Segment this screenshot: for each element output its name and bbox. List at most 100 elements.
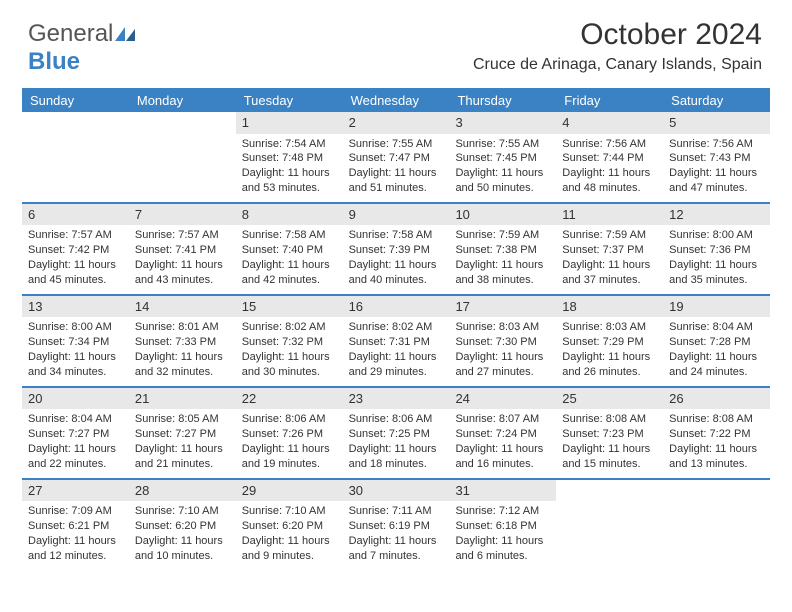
sunrise-text: Sunrise: 8:02 AM bbox=[242, 320, 337, 335]
sunrise-text: Sunrise: 8:01 AM bbox=[135, 320, 230, 335]
day-number: 10 bbox=[449, 204, 556, 226]
sunset-text: Sunset: 7:29 PM bbox=[562, 335, 657, 350]
day-cell: 9 Sunrise: 7:58 AMSunset: 7:39 PMDaylight… bbox=[343, 204, 450, 294]
daylight-text: Daylight: 11 hours and 40 minutes. bbox=[349, 258, 444, 288]
day-number: 18 bbox=[556, 296, 663, 318]
day-number: 12 bbox=[663, 204, 770, 226]
sunrise-text: Sunrise: 7:57 AM bbox=[135, 228, 230, 243]
daylight-text: Daylight: 11 hours and 7 minutes. bbox=[349, 534, 444, 564]
sunset-text: Sunset: 7:28 PM bbox=[669, 335, 764, 350]
sunrise-text: Sunrise: 7:56 AM bbox=[562, 137, 657, 152]
day-cell: 25Sunrise: 8:08 AMSunset: 7:23 PMDayligh… bbox=[556, 388, 663, 478]
daylight-text: Daylight: 11 hours and 50 minutes. bbox=[455, 166, 550, 196]
day-number: 5 bbox=[663, 112, 770, 134]
sunrise-text: Sunrise: 8:07 AM bbox=[455, 412, 550, 427]
day-cell bbox=[129, 112, 236, 202]
sunset-text: Sunset: 7:45 PM bbox=[455, 151, 550, 166]
sunset-text: Sunset: 7:39 PM bbox=[349, 243, 444, 258]
location: Cruce de Arinaga, Canary Islands, Spain bbox=[473, 56, 762, 74]
daylight-text: Daylight: 11 hours and 48 minutes. bbox=[562, 166, 657, 196]
sunrise-text: Sunrise: 7:10 AM bbox=[242, 504, 337, 519]
sunrise-text: Sunrise: 8:08 AM bbox=[562, 412, 657, 427]
daylight-text: Daylight: 11 hours and 10 minutes. bbox=[135, 534, 230, 564]
sunset-text: Sunset: 7:42 PM bbox=[28, 243, 123, 258]
daylight-text: Daylight: 11 hours and 18 minutes. bbox=[349, 442, 444, 472]
day-cell: 14Sunrise: 8:01 AMSunset: 7:33 PMDayligh… bbox=[129, 296, 236, 386]
day-number: 8 bbox=[236, 204, 343, 226]
sunset-text: Sunset: 7:27 PM bbox=[135, 427, 230, 442]
calendar: Sunday Monday Tuesday Wednesday Thursday… bbox=[22, 88, 770, 570]
dayhead-tue: Tuesday bbox=[236, 93, 343, 108]
week-row: 27Sunrise: 7:09 AMSunset: 6:21 PMDayligh… bbox=[22, 480, 770, 570]
day-cell: 15Sunrise: 8:02 AMSunset: 7:32 PMDayligh… bbox=[236, 296, 343, 386]
sunrise-text: Sunrise: 8:00 AM bbox=[28, 320, 123, 335]
day-number: 21 bbox=[129, 388, 236, 410]
sunset-text: Sunset: 7:22 PM bbox=[669, 427, 764, 442]
day-cell: 26Sunrise: 8:08 AMSunset: 7:22 PMDayligh… bbox=[663, 388, 770, 478]
day-number: 6 bbox=[22, 204, 129, 226]
day-number: 31 bbox=[449, 480, 556, 502]
day-number: 25 bbox=[556, 388, 663, 410]
day-number: 3 bbox=[449, 112, 556, 134]
daylight-text: Daylight: 11 hours and 30 minutes. bbox=[242, 350, 337, 380]
sunrise-text: Sunrise: 7:57 AM bbox=[28, 228, 123, 243]
day-cell: 20Sunrise: 8:04 AMSunset: 7:27 PMDayligh… bbox=[22, 388, 129, 478]
sunset-text: Sunset: 7:43 PM bbox=[669, 151, 764, 166]
sunset-text: Sunset: 7:41 PM bbox=[135, 243, 230, 258]
daylight-text: Daylight: 11 hours and 16 minutes. bbox=[455, 442, 550, 472]
sunrise-text: Sunrise: 8:06 AM bbox=[349, 412, 444, 427]
sunset-text: Sunset: 7:34 PM bbox=[28, 335, 123, 350]
sunset-text: Sunset: 7:23 PM bbox=[562, 427, 657, 442]
day-cell: 8Sunrise: 7:58 AMSunset: 7:40 PMDaylight… bbox=[236, 204, 343, 294]
week-row: 6Sunrise: 7:57 AMSunset: 7:42 PMDaylight… bbox=[22, 204, 770, 296]
dayhead-sun: Sunday bbox=[22, 93, 129, 108]
day-number: 30 bbox=[343, 480, 450, 502]
day-header-row: Sunday Monday Tuesday Wednesday Thursday… bbox=[22, 88, 770, 112]
dayhead-thu: Thursday bbox=[449, 93, 556, 108]
sunset-text: Sunset: 6:18 PM bbox=[455, 519, 550, 534]
sunrise-text: Sunrise: 7:55 AM bbox=[349, 137, 444, 152]
week-row: 1Sunrise: 7:54 AMSunset: 7:48 PMDaylight… bbox=[22, 112, 770, 204]
day-number: 2 bbox=[343, 112, 450, 134]
sunset-text: Sunset: 7:33 PM bbox=[135, 335, 230, 350]
daylight-text: Daylight: 11 hours and 51 minutes. bbox=[349, 166, 444, 196]
day-number: 1 bbox=[236, 112, 343, 134]
day-cell bbox=[22, 112, 129, 202]
sunset-text: Sunset: 7:24 PM bbox=[455, 427, 550, 442]
sunrise-text: Sunrise: 7:58 AM bbox=[349, 228, 444, 243]
sunset-text: Sunset: 7:48 PM bbox=[242, 151, 337, 166]
daylight-text: Daylight: 11 hours and 13 minutes. bbox=[669, 442, 764, 472]
day-number: 23 bbox=[343, 388, 450, 410]
daylight-text: Daylight: 11 hours and 26 minutes. bbox=[562, 350, 657, 380]
sunrise-text: Sunrise: 7:58 AM bbox=[242, 228, 337, 243]
week-row: 20Sunrise: 8:04 AMSunset: 7:27 PMDayligh… bbox=[22, 388, 770, 480]
sunset-text: Sunset: 6:20 PM bbox=[135, 519, 230, 534]
logo-sail-icon bbox=[115, 20, 135, 34]
day-number: 16 bbox=[343, 296, 450, 318]
sunrise-text: Sunrise: 8:08 AM bbox=[669, 412, 764, 427]
day-cell: 28 Sunrise: 7:10 AMSunset: 6:20 PMDayligh… bbox=[129, 480, 236, 570]
day-cell: 22Sunrise: 8:06 AMSunset: 7:26 PMDayligh… bbox=[236, 388, 343, 478]
day-cell: 24Sunrise: 8:07 AMSunset: 7:24 PMDayligh… bbox=[449, 388, 556, 478]
day-cell: 5Sunrise: 7:56 AMSunset: 7:43 PMDaylight… bbox=[663, 112, 770, 202]
daylight-text: Daylight: 11 hours and 35 minutes. bbox=[669, 258, 764, 288]
day-number: 9 bbox=[343, 204, 450, 226]
sunset-text: Sunset: 7:47 PM bbox=[349, 151, 444, 166]
day-cell: 27Sunrise: 7:09 AMSunset: 6:21 PMDayligh… bbox=[22, 480, 129, 570]
sunrise-text: Sunrise: 8:00 AM bbox=[669, 228, 764, 243]
day-cell: 17Sunrise: 8:03 AMSunset: 7:30 PMDayligh… bbox=[449, 296, 556, 386]
day-cell: 1Sunrise: 7:54 AMSunset: 7:48 PMDaylight… bbox=[236, 112, 343, 202]
day-number: 28 bbox=[129, 480, 236, 502]
month-title: October 2024 bbox=[473, 18, 762, 52]
daylight-text: Daylight: 11 hours and 21 minutes. bbox=[135, 442, 230, 472]
day-number: 20 bbox=[22, 388, 129, 410]
day-cell: 29Sunrise: 7:10 AMSunset: 6:20 PMDayligh… bbox=[236, 480, 343, 570]
day-cell: 13Sunrise: 8:00 AMSunset: 7:34 PMDayligh… bbox=[22, 296, 129, 386]
sunset-text: Sunset: 7:31 PM bbox=[349, 335, 444, 350]
sunrise-text: Sunrise: 7:10 AM bbox=[135, 504, 230, 519]
day-cell: 23Sunrise: 8:06 AMSunset: 7:25 PMDayligh… bbox=[343, 388, 450, 478]
daylight-text: Daylight: 11 hours and 22 minutes. bbox=[28, 442, 123, 472]
daylight-text: Daylight: 11 hours and 29 minutes. bbox=[349, 350, 444, 380]
sunrise-text: Sunrise: 7:55 AM bbox=[455, 137, 550, 152]
daylight-text: Daylight: 11 hours and 34 minutes. bbox=[28, 350, 123, 380]
